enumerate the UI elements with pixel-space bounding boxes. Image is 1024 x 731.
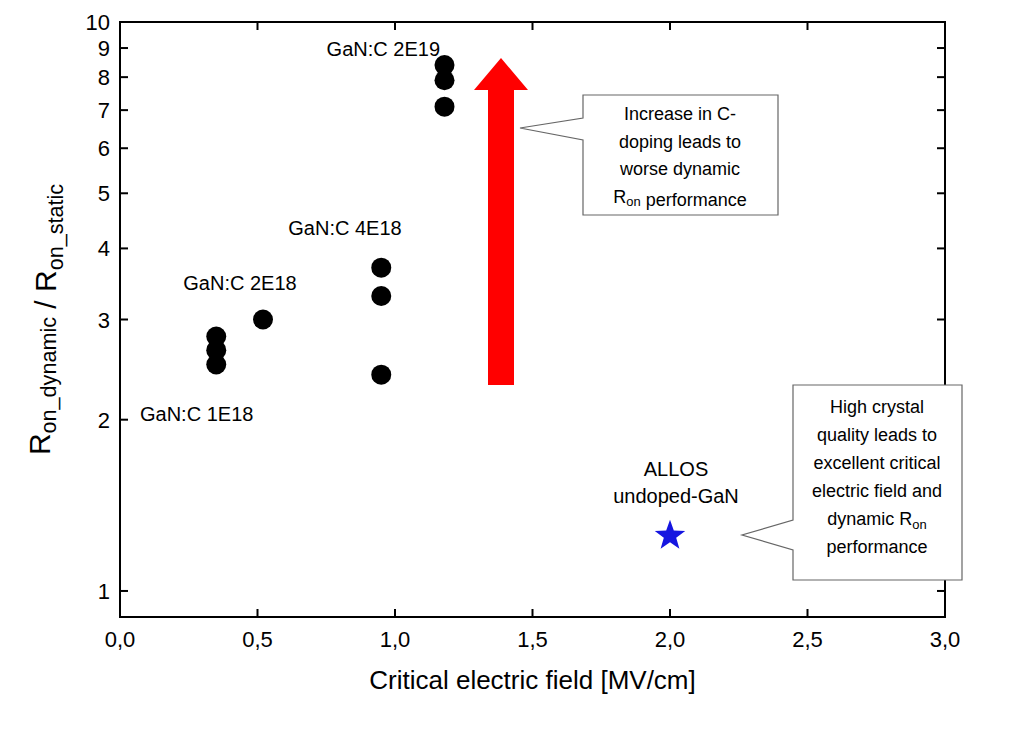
- y-tick-label: 1: [98, 579, 110, 604]
- x-tick-label: 0,0: [105, 627, 136, 652]
- y-tick-right: [937, 47, 945, 49]
- y-tick-label: 10: [86, 10, 110, 35]
- y-tick-right: [937, 76, 945, 78]
- chart: 0,0 0,5 1,0 1,5 2,0 2,5 3,0 1 2 3 4 5 6 7 8 910 Critical…: [0, 0, 1024, 731]
- x-tick: [669, 609, 671, 617]
- series-label: GaN:C 1E18: [140, 403, 253, 425]
- series-label: GaN:C 4E18: [288, 217, 401, 239]
- x-tick-top: [807, 22, 809, 30]
- y-tick-label: 4: [98, 236, 110, 261]
- y-tick-right: [937, 590, 945, 592]
- x-tick-label: 2,0: [655, 627, 686, 652]
- x-tick: [257, 609, 259, 617]
- circle-marker: [371, 286, 391, 306]
- callout-text: dynamic Ron: [827, 509, 926, 532]
- x-tick-label: 1,0: [380, 627, 411, 652]
- circle-marker: [371, 365, 391, 385]
- x-tick-top: [257, 22, 259, 30]
- series-label: GaN:C 2E19: [327, 38, 440, 60]
- x-tick: [119, 609, 121, 617]
- y-tick: [120, 147, 128, 149]
- x-tick: [394, 609, 396, 617]
- circle-marker: [253, 310, 273, 330]
- red-arrow: [474, 58, 528, 385]
- y-tick-right: [937, 21, 945, 23]
- y-tick-label: 9: [98, 36, 110, 61]
- callout-text: performance: [826, 537, 927, 557]
- y-tick-label: 6: [98, 136, 110, 161]
- x-tick-top: [119, 22, 121, 30]
- y-tick-label: 8: [98, 65, 110, 90]
- callout-box: [742, 385, 962, 580]
- callout-text: High crystal: [830, 397, 924, 417]
- y-tick-right: [937, 192, 945, 194]
- y-tick: [120, 247, 128, 249]
- y-tick-label: 5: [98, 181, 110, 206]
- y-tick: [120, 319, 128, 321]
- x-tick-top: [394, 22, 396, 30]
- x-tick-top: [944, 22, 946, 30]
- callout-text: worse dynamic: [619, 159, 740, 179]
- x-tick: [532, 609, 534, 617]
- x-tick-top: [669, 22, 671, 30]
- y-tick-label: 7: [98, 98, 110, 123]
- callout-text: excellent critical: [813, 453, 940, 473]
- x-axis-label: Critical electric field [MV/cm]: [369, 665, 696, 695]
- y-tick-right: [937, 319, 945, 321]
- circle-marker: [435, 70, 455, 90]
- y-tick-label: 2: [98, 408, 110, 433]
- y-tick: [120, 21, 128, 23]
- y-tick: [120, 109, 128, 111]
- y-tick-label: 3: [98, 308, 110, 333]
- x-tick: [944, 609, 946, 617]
- callout-text: Ron performance: [613, 187, 746, 211]
- star-marker: [655, 520, 685, 549]
- y-tick: [120, 76, 128, 78]
- y-tick: [120, 192, 128, 194]
- x-tick-label: 0,5: [242, 627, 273, 652]
- callout-text: electric field and: [812, 481, 942, 501]
- y-tick: [120, 419, 128, 421]
- circle-marker: [371, 258, 391, 278]
- circle-marker: [435, 97, 455, 117]
- y-tick-right: [937, 247, 945, 249]
- x-tick-label: 1,5: [517, 627, 548, 652]
- y-axis-label: Ron_dynamic / Ron_static: [23, 184, 68, 455]
- y-tick-right: [937, 109, 945, 111]
- callout-text: quality leads to: [817, 425, 937, 445]
- y-tick: [120, 590, 128, 592]
- callout-text: doping leads to: [619, 132, 741, 152]
- x-tick-label: 3,0: [930, 627, 961, 652]
- callout-box: [520, 95, 778, 215]
- x-tick: [807, 609, 809, 617]
- series-label: GaN:C 2E18: [183, 272, 296, 294]
- callout-text: Increase in C-: [624, 104, 736, 124]
- y-tick: [120, 47, 128, 49]
- x-tick-label: 2,5: [792, 627, 823, 652]
- x-tick-top: [532, 22, 534, 30]
- y-tick-right: [937, 147, 945, 149]
- circle-marker: [206, 355, 226, 375]
- series-label: ALLOSundoped-GaN: [613, 458, 739, 507]
